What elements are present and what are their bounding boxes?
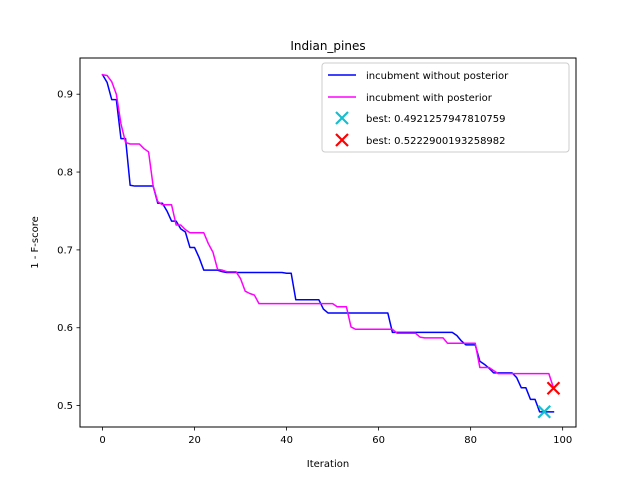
legend-entries: incubment without posterior incubment wit… bbox=[328, 71, 509, 147]
legend: incubment without posterior incubment wit… bbox=[321, 62, 570, 153]
legend-marker-1 bbox=[335, 133, 349, 147]
best-marker-1 bbox=[546, 381, 561, 396]
x-tick-label: 60 bbox=[372, 435, 385, 446]
x-axis: 0 20 40 60 80 100 bbox=[99, 427, 572, 446]
legend-label-0: incubment without posterior bbox=[366, 71, 509, 82]
legend-box bbox=[321, 62, 570, 153]
x-axis-label: Iteration bbox=[307, 459, 349, 470]
x-tick-label: 100 bbox=[553, 435, 572, 446]
x-tick-label: 20 bbox=[188, 435, 201, 446]
series-layer bbox=[101, 73, 555, 413]
x-tick-label: 80 bbox=[464, 435, 477, 446]
chart-title: Indian_pines bbox=[290, 39, 365, 53]
best-marker-0 bbox=[537, 404, 552, 419]
plot-frame bbox=[79, 57, 577, 428]
legend-label-marker-1: best: 0.5222900193258982 bbox=[366, 136, 506, 147]
legend-label-marker-0: best: 0.4921257947810759 bbox=[366, 114, 506, 125]
y-tick-label: 0.9 bbox=[57, 90, 73, 101]
x-tick-label: 40 bbox=[280, 435, 293, 446]
y-tick-label: 0.8 bbox=[57, 168, 73, 179]
marker-layer bbox=[537, 381, 561, 419]
y-tick-label: 0.6 bbox=[57, 323, 73, 334]
legend-label-1: incubment with posterior bbox=[366, 93, 493, 104]
y-axis: 0.5 0.6 0.7 0.8 0.9 bbox=[57, 90, 80, 412]
y-tick-label: 0.5 bbox=[57, 401, 73, 412]
series-line-1 bbox=[101, 73, 555, 389]
legend-marker-0 bbox=[335, 111, 349, 125]
y-axis-label: 1 - F-score bbox=[30, 216, 41, 269]
x-tick-label: 0 bbox=[99, 435, 105, 446]
y-tick-label: 0.7 bbox=[57, 245, 73, 256]
